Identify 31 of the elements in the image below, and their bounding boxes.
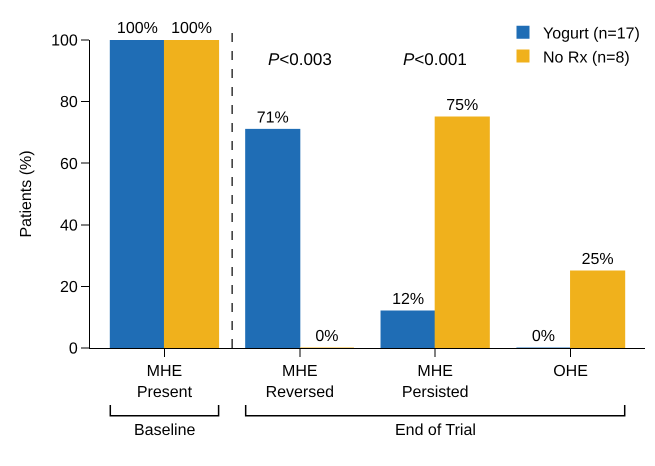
bar bbox=[164, 40, 220, 348]
text: Baseline bbox=[134, 422, 196, 439]
y-tick-label: 20 bbox=[60, 279, 78, 296]
x-tick-label: MHE Persisted bbox=[402, 363, 469, 401]
bar bbox=[434, 116, 490, 348]
bar bbox=[570, 270, 626, 348]
data-label: 0% bbox=[532, 328, 556, 345]
data-label: 100% bbox=[116, 20, 158, 37]
y-tick-label: 0 bbox=[68, 340, 78, 358]
bar bbox=[110, 40, 165, 348]
data-label: 100% bbox=[171, 20, 212, 37]
y-tick-label: 100 bbox=[51, 32, 78, 50]
annotation: P<0.003 bbox=[268, 50, 332, 69]
data-label: 25% bbox=[582, 251, 614, 268]
data-label: 75% bbox=[446, 97, 478, 114]
x-tick-label: MHE Present bbox=[136, 363, 193, 401]
data-label: 0% bbox=[315, 328, 338, 345]
y-axis-title: Patients (%) bbox=[18, 150, 35, 238]
x-tick-label: OHE bbox=[553, 363, 588, 380]
bar bbox=[380, 310, 436, 348]
y-tick-label: 60 bbox=[60, 156, 78, 173]
bar bbox=[245, 128, 300, 348]
legend-label: Yogurt (n=17) bbox=[543, 26, 640, 42]
annotation: P<0.001 bbox=[403, 50, 467, 69]
legend-label: No Rx (n=8) bbox=[543, 49, 630, 66]
y-tick-label: 80 bbox=[60, 94, 78, 112]
x-tick-label: MHE Reversed bbox=[266, 363, 334, 401]
y-tick-label: 40 bbox=[60, 217, 78, 234]
text: End of Trial bbox=[395, 422, 476, 439]
data-label: 12% bbox=[392, 291, 424, 308]
data-label: 71% bbox=[256, 109, 289, 126]
